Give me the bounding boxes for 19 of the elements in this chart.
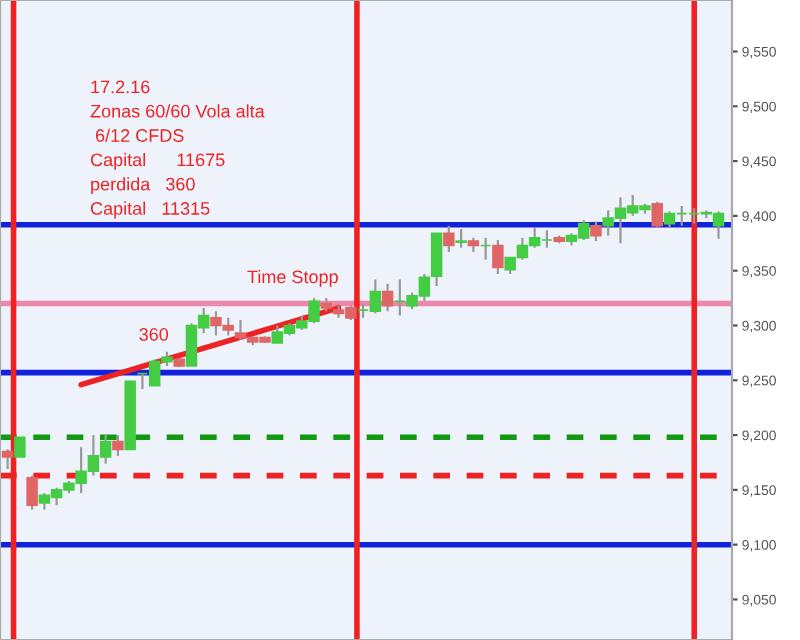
annotation: 360 bbox=[139, 328, 169, 341]
candlestick bbox=[455, 227, 467, 249]
candlestick bbox=[1, 448, 14, 471]
candlestick bbox=[479, 236, 492, 261]
candlestick bbox=[443, 224, 455, 254]
annotation: Zonas 60/60 Vola alta bbox=[90, 104, 265, 118]
annotation: 17.2.16 bbox=[91, 80, 150, 94]
annotation: Capital 11315 bbox=[90, 201, 210, 219]
annotation: Capital 11675 bbox=[90, 152, 225, 170]
annotation: Time Stopp bbox=[247, 269, 338, 287]
annotation: perdida 360 bbox=[91, 177, 195, 195]
candlestick bbox=[651, 200, 663, 230]
candlestick bbox=[492, 238, 504, 276]
candlestick bbox=[14, 436, 26, 458]
candlestick bbox=[590, 220, 602, 243]
annotation: 6/12 CFDS bbox=[95, 128, 184, 142]
candlestick bbox=[26, 474, 38, 511]
candlestick bbox=[381, 282, 394, 313]
candlestick bbox=[112, 433, 124, 457]
